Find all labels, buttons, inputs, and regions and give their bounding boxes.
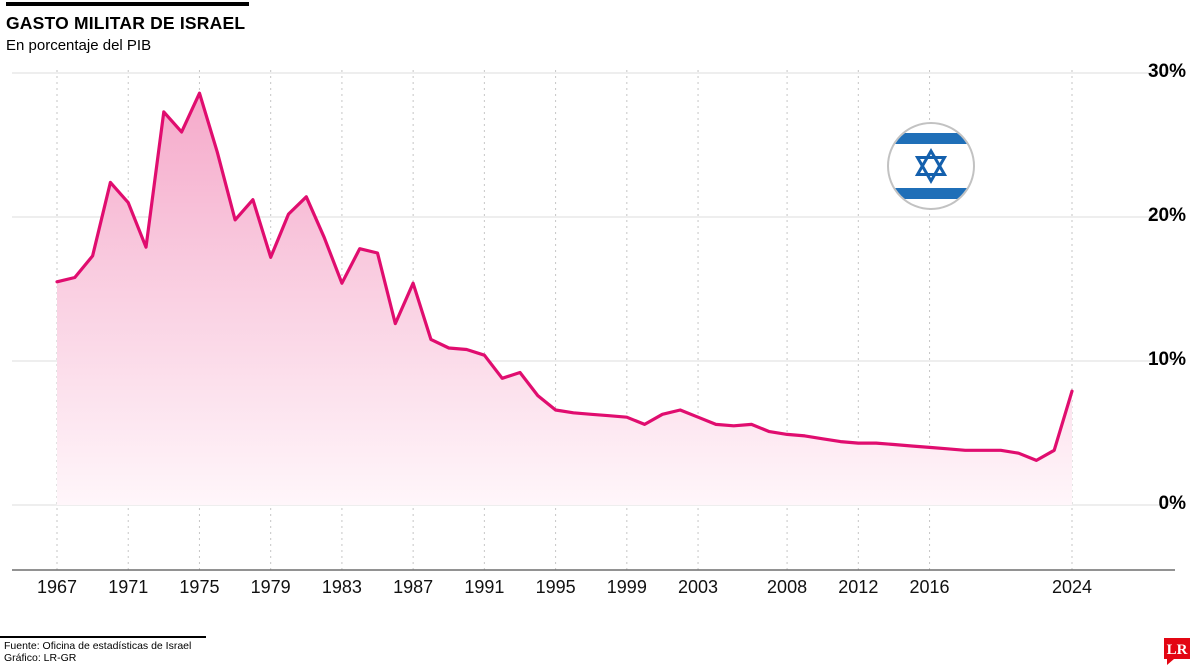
x-axis-tick-label: 1971 (108, 577, 149, 597)
israel-flag-icon (887, 122, 975, 210)
flag-top-stripe (889, 133, 973, 144)
x-axis-tick-label: 1995 (535, 577, 576, 597)
x-axis-tick-label: 2024 (1051, 577, 1093, 597)
flag-circle (887, 122, 975, 210)
x-axis-tick-label: 1967 (36, 577, 78, 597)
star-of-david-icon (914, 147, 948, 185)
x-axis-tick-label: 2008 (767, 577, 808, 597)
lr-logo-pointer (1167, 659, 1174, 665)
flag-bottom-stripe (889, 188, 973, 199)
x-axis-tick-label: 1983 (321, 577, 362, 597)
source-text: Fuente: Oficina de estadísticas de Israe… (4, 640, 192, 652)
x-axis-tick-label: 1987 (393, 577, 434, 597)
area-fill (57, 93, 1072, 505)
x-axis-tick-label: 1975 (179, 577, 220, 597)
chart-subtitle: En porcentaje del PIB (6, 37, 152, 54)
lr-logo-text: LR (1167, 642, 1188, 658)
title-rule (6, 2, 249, 6)
y-axis-tick-label: 20% (1147, 205, 1186, 226)
x-axis-tick-label: 2012 (838, 577, 879, 597)
x-axis-tick-label: 1999 (606, 577, 647, 597)
lr-logo-box (1164, 638, 1190, 659)
chart-title: GASTO MILITAR DE ISRAEL (6, 13, 246, 33)
y-axis-tick-label: 30% (1147, 61, 1186, 82)
y-axis-tick-label: 10% (1147, 349, 1186, 370)
data-line (55, 91, 1074, 462)
chart-header: GASTO MILITAR DE ISRAEL En porcentaje de… (6, 2, 249, 54)
x-axis-tick-label: 2003 (678, 577, 719, 597)
credit-text: Gráfico: LR-GR (4, 652, 77, 664)
footer-rule (0, 636, 206, 638)
x-axis-tick-label: 1991 (464, 577, 505, 597)
lr-logo: LR (1164, 638, 1190, 665)
x-axis-tick-label: 1979 (250, 577, 291, 597)
x-axis-tick-label: 2016 (909, 577, 950, 597)
y-axis-tick-label: 0% (1158, 493, 1186, 514)
